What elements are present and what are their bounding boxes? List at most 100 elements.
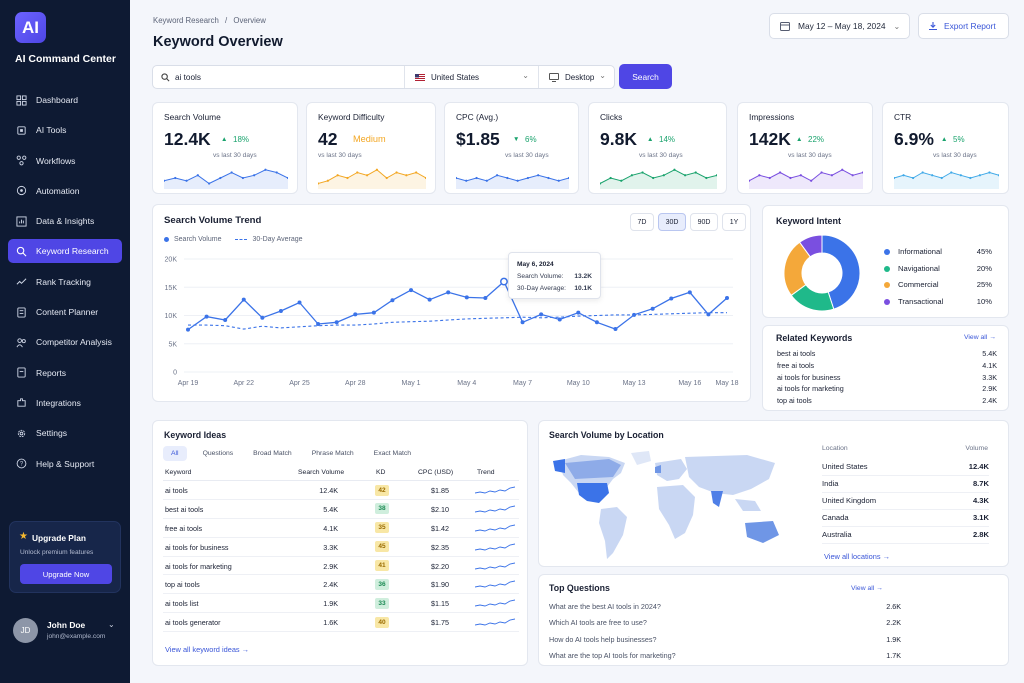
cpc-cell: $2.10	[431, 504, 449, 514]
map-southeast-asia	[735, 499, 761, 511]
metric-card-clicks[interactable]: Clicks 9.8K ▲ 14% vs last 30 days	[588, 102, 727, 194]
trend-icon	[16, 276, 27, 287]
range-1y-button[interactable]: 1Y	[722, 213, 746, 231]
data-point	[706, 312, 711, 317]
sidebar-item-keyword-research[interactable]: Keyword Research	[8, 239, 122, 264]
ideas-tab-questions[interactable]: Questions	[202, 450, 234, 457]
volume-col-header: Volume	[965, 445, 988, 452]
view-all-locations-link[interactable]: View all locations →	[824, 552, 890, 561]
column-header[interactable]: Search Volume	[298, 469, 345, 476]
location-row[interactable]: Canada 3.1K	[822, 510, 989, 527]
ideas-title: Keyword Ideas	[164, 430, 227, 440]
column-header[interactable]: KD	[376, 469, 386, 476]
ideas-tab-exact-match[interactable]: Exact Match	[373, 450, 412, 457]
ideas-tab-broad-match[interactable]: Broad Match	[253, 450, 292, 457]
location-row[interactable]: United States 12.4K	[822, 459, 989, 476]
sidebar-item-integrations[interactable]: Integrations	[8, 391, 122, 415]
map-asia	[685, 455, 775, 495]
related-keyword-row[interactable]: ai tools for marketing 2.9K	[777, 384, 997, 396]
document-icon	[16, 307, 27, 318]
sidebar-item-settings[interactable]: Settings	[8, 421, 122, 445]
table-row[interactable]: ai tools generator 1.6K 40 $1.75	[163, 613, 519, 633]
search-button[interactable]: Search	[619, 64, 672, 89]
table-row[interactable]: ai tools 12.4K 42 $1.85	[163, 481, 519, 500]
range-30d-button[interactable]: 30D	[658, 213, 686, 231]
question-row[interactable]: Which AI tools are free to use? 2.2K	[549, 615, 901, 631]
search-input[interactable]: ai tools	[175, 73, 201, 82]
question-row[interactable]: How do AI tools help businesses? 1.9K	[549, 632, 901, 648]
location-row[interactable]: United Kingdom 4.3K	[822, 493, 989, 510]
country-name: Australia	[822, 530, 852, 539]
sparkline-line	[164, 169, 288, 185]
sidebar-item-data-insights[interactable]: Data & Insights	[8, 209, 122, 233]
sparkline-point	[415, 171, 418, 174]
sparkline-point	[959, 174, 962, 177]
date-range-picker[interactable]: May 12 – May 18, 2024 ⌄	[769, 13, 910, 39]
sidebar-item-help-support[interactable]: ? Help & Support	[8, 452, 122, 476]
volume-cell: 12.4K	[319, 486, 338, 495]
location-row[interactable]: India 8.7K	[822, 476, 989, 493]
question-row[interactable]: What are the best AI tools in 2024? 2.6K	[549, 599, 901, 615]
table-row[interactable]: free ai tools 4.1K 35 $1.42	[163, 519, 519, 538]
view-all-keyword-ideas-link[interactable]: View all keyword ideas →	[165, 645, 250, 654]
data-point	[371, 310, 376, 315]
device-select[interactable]: Desktop ⌄	[538, 66, 615, 88]
kd-badge: 40	[375, 616, 389, 628]
sparkline-point	[346, 176, 349, 180]
table-row[interactable]: ai tools list 1.9K 33 $1.15	[163, 594, 519, 614]
cpc-cell: $1.75	[431, 618, 449, 628]
sparkline-point	[630, 174, 634, 177]
sidebar-item-dashboard[interactable]: Dashboard	[8, 88, 122, 112]
chevron-down-icon[interactable]: ⌄	[108, 620, 115, 629]
table-row[interactable]: best ai tools 5.4K 38 $2.10	[163, 500, 519, 519]
export-report-label: Export Report	[944, 21, 996, 31]
location-row[interactable]: Australia 2.8K	[822, 527, 989, 544]
ideas-tab-all[interactable]: All	[163, 446, 187, 461]
sidebar-item-rank-tracking[interactable]: Rank Tracking	[8, 270, 122, 294]
questions-view-all-link[interactable]: View all →	[851, 585, 883, 592]
sidebar-item-workflows[interactable]: Workflows	[8, 149, 122, 173]
upgrade-now-button[interactable]: Upgrade Now	[20, 564, 112, 584]
range-7d-button[interactable]: 7D	[630, 213, 654, 231]
breadcrumb-keyword-research[interactable]: Keyword Research	[153, 16, 219, 25]
app-logo: AI	[15, 12, 46, 43]
metric-card-search-volume[interactable]: Search Volume 12.4K ▲ 18% vs last 30 days	[152, 102, 298, 194]
sparkline-point	[405, 174, 408, 177]
sidebar-item-competitor-analysis[interactable]: Competitor Analysis	[8, 330, 122, 354]
table-row[interactable]: ai tools for business 3.3K 45 $2.35	[163, 538, 519, 557]
column-header[interactable]: Trend	[477, 469, 495, 476]
question-row[interactable]: What are the top AI tools for marketing?…	[549, 648, 901, 664]
related-keyword-row[interactable]: ai tools for business 3.3K	[777, 373, 997, 385]
legend-dot	[884, 282, 890, 288]
column-header[interactable]: Keyword	[165, 469, 192, 476]
related-keyword-row[interactable]: best ai tools 5.4K	[777, 349, 997, 361]
metric-card-keyword-difficulty[interactable]: Keyword Difficulty 42 Medium vs last 30 day…	[306, 102, 436, 194]
related-keyword-row[interactable]: free ai tools 4.1K	[777, 361, 997, 373]
metric-comparison: vs last 30 days	[318, 152, 362, 159]
sidebar-item-automation[interactable]: Automation	[8, 179, 122, 203]
legend-dot	[884, 249, 890, 255]
data-point	[539, 312, 544, 317]
table-row[interactable]: ai tools for marketing 2.9K 41 $2.20	[163, 557, 519, 576]
sparkline-point	[230, 171, 233, 174]
metric-card-ctr[interactable]: CTR 6.9% ▲ 5% vs last 30 days	[882, 102, 1009, 194]
sidebar-item-ai-tools[interactable]: AI Tools	[8, 118, 122, 142]
sparkline-point	[600, 182, 602, 185]
sidebar-item-content-planner[interactable]: Content Planner	[8, 300, 122, 324]
related-keyword-row[interactable]: top ai tools 2.4K	[777, 396, 997, 408]
metric-value: 12.4K	[164, 129, 211, 149]
table-row[interactable]: top ai tools 2.4K 36 $1.90	[163, 575, 519, 595]
ideas-tab-phrase-match[interactable]: Phrase Match	[311, 450, 354, 457]
sparkline-point	[705, 176, 708, 180]
column-header[interactable]: CPC (USD)	[418, 469, 454, 476]
tooltip-avg-label: 30-Day Average:	[517, 285, 566, 292]
star-icon: ★	[19, 531, 28, 542]
metric-card-impressions[interactable]: Impressions 142K ▲ 22% vs last 30 days	[737, 102, 873, 194]
user-menu[interactable]: JD John Doe john@example.com ⌄	[13, 616, 123, 646]
sidebar-item-reports[interactable]: Reports	[8, 361, 122, 385]
range-90d-button[interactable]: 90D	[690, 213, 718, 231]
related-view-all-link[interactable]: View all →	[964, 334, 996, 341]
export-report-button[interactable]: Export Report	[918, 13, 1009, 39]
metric-card-cpc-avg-[interactable]: CPC (Avg.) $1.85 ▼ 6% vs last 30 days	[444, 102, 579, 194]
country-select[interactable]: United States ⌄	[404, 66, 538, 88]
